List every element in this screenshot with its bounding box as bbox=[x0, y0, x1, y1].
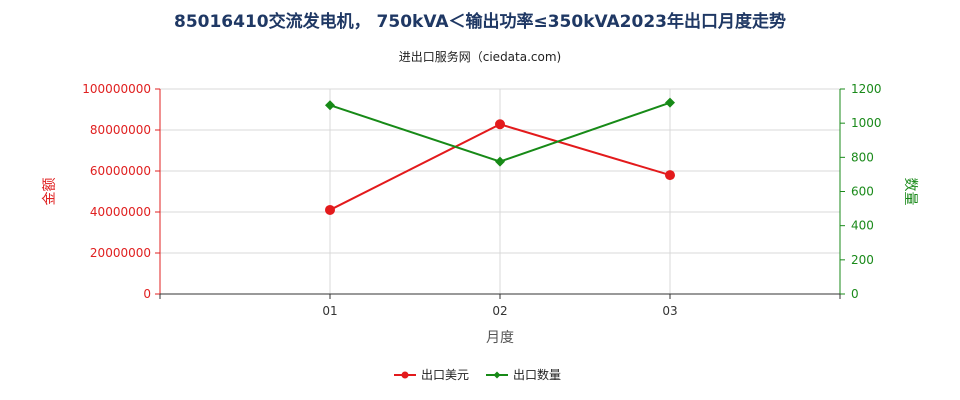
left-axis-title: 金额 bbox=[42, 178, 58, 206]
right-tick-label: 600 bbox=[851, 185, 874, 199]
left-tick-label: 20000000 bbox=[90, 246, 151, 260]
right-axis-title: 数量 bbox=[902, 178, 918, 206]
chart-title: 85016410交流发电机， 750kVA＜输出功率≤350kVA2023年出口… bbox=[174, 11, 786, 32]
data-point bbox=[665, 97, 675, 108]
right-tick-label: 800 bbox=[851, 150, 874, 164]
legend-label: 出口美元 bbox=[421, 368, 469, 382]
right-tick-label: 0 bbox=[851, 287, 859, 301]
left-tick-label: 100000000 bbox=[82, 82, 151, 96]
legend: 出口美元 出口数量 bbox=[394, 367, 561, 382]
legend-marker bbox=[401, 371, 409, 379]
right-tick-label: 1200 bbox=[851, 82, 882, 96]
left-tick-label: 60000000 bbox=[90, 164, 151, 178]
series-layer bbox=[325, 97, 675, 215]
chart-subtitle: 进出口服务网（ciedata.com) bbox=[399, 49, 561, 64]
data-point bbox=[495, 119, 505, 130]
left-axis-ticks: 0 20000000 40000000 60000000 80000000 1000000… bbox=[82, 82, 160, 301]
x-axis-ticks: 01 02 03 bbox=[159, 294, 841, 318]
right-tick-label: 400 bbox=[851, 219, 874, 233]
x-axis-title: 月度 bbox=[486, 330, 514, 346]
right-tick-label: 200 bbox=[851, 253, 874, 267]
legend-marker bbox=[493, 371, 501, 379]
grid bbox=[160, 88, 840, 294]
left-tick-label: 80000000 bbox=[90, 123, 151, 137]
right-axis-ticks: 0 200 400 600 800 1000 1200 bbox=[840, 82, 882, 301]
data-point bbox=[495, 156, 505, 167]
left-tick-label: 0 bbox=[143, 287, 151, 301]
legend-label: 出口数量 bbox=[513, 367, 561, 382]
x-tick-label: 01 bbox=[322, 304, 337, 318]
right-tick-label: 1000 bbox=[851, 116, 882, 130]
x-tick-label: 02 bbox=[492, 304, 507, 318]
data-point bbox=[325, 204, 335, 215]
data-point bbox=[665, 170, 675, 181]
left-tick-label: 40000000 bbox=[90, 205, 151, 219]
data-point bbox=[325, 100, 335, 111]
x-tick-label: 03 bbox=[662, 304, 677, 318]
